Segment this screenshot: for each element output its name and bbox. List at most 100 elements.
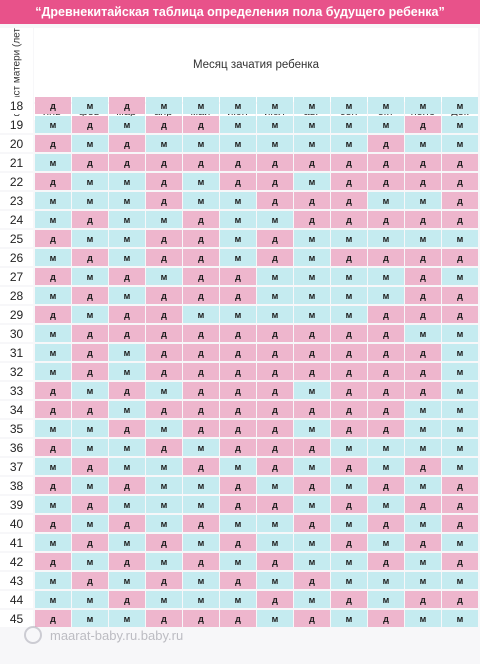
boy-cell: м — [257, 477, 293, 494]
boy-cell: м — [368, 268, 404, 285]
girl-cell: д — [442, 306, 478, 323]
girl-cell: д — [109, 97, 145, 114]
age-cell: 43 — [0, 572, 33, 589]
boy-cell: м — [442, 325, 478, 342]
girl-cell: д — [331, 401, 367, 418]
boy-cell: м — [35, 534, 71, 551]
boy-cell: м — [331, 306, 367, 323]
girl-cell: д — [146, 325, 182, 342]
table-row: 45 д м м д д д м д м д м м — [0, 610, 480, 627]
boy-cell: м — [220, 306, 256, 323]
girl-cell: д — [331, 173, 367, 190]
boy-cell: м — [331, 572, 367, 589]
boy-cell: м — [294, 268, 330, 285]
boy-cell: м — [72, 591, 108, 608]
girl-cell: д — [35, 610, 71, 627]
girl-cell: д — [405, 287, 441, 304]
boy-cell: м — [368, 192, 404, 209]
boy-cell: м — [405, 439, 441, 456]
girl-cell: д — [442, 591, 478, 608]
boy-cell: м — [146, 135, 182, 152]
girl-cell: д — [183, 230, 219, 247]
boy-cell: м — [368, 496, 404, 513]
girl-cell: д — [183, 401, 219, 418]
girl-cell: д — [257, 439, 293, 456]
boy-cell: м — [109, 363, 145, 380]
boy-cell: м — [257, 306, 293, 323]
boy-cell: м — [331, 135, 367, 152]
boy-cell: м — [405, 515, 441, 532]
girl-cell: д — [368, 306, 404, 323]
table-row: 41 м д м д м д м м д м д м — [0, 534, 480, 551]
girl-cell: д — [257, 420, 293, 437]
girl-cell: д — [72, 325, 108, 342]
table-row: 32 м д м д д д д д д д д м — [0, 363, 480, 380]
age-cell: 32 — [0, 363, 33, 380]
boy-cell: м — [72, 420, 108, 437]
age-cell: 28 — [0, 287, 33, 304]
table-row: 44 м м д м м м д м д м д д — [0, 591, 480, 608]
girl-cell: д — [405, 363, 441, 380]
boy-cell: м — [183, 97, 219, 114]
girl-cell: д — [183, 382, 219, 399]
age-cell: 19 — [0, 116, 33, 133]
boy-cell: м — [368, 534, 404, 551]
girl-cell: д — [442, 553, 478, 570]
girl-cell: д — [183, 363, 219, 380]
boy-cell: м — [257, 287, 293, 304]
girl-cell: д — [331, 363, 367, 380]
boy-cell: м — [405, 420, 441, 437]
girl-cell: д — [35, 382, 71, 399]
girl-cell: д — [220, 439, 256, 456]
boy-cell: м — [183, 591, 219, 608]
age-cell: 22 — [0, 173, 33, 190]
age-cell: 33 — [0, 382, 33, 399]
boy-cell: м — [368, 116, 404, 133]
girl-cell: д — [257, 458, 293, 475]
girl-cell: д — [368, 363, 404, 380]
girl-cell: д — [405, 382, 441, 399]
girl-cell: д — [72, 116, 108, 133]
boy-cell: м — [183, 534, 219, 551]
girl-cell: д — [257, 382, 293, 399]
boy-cell: м — [72, 515, 108, 532]
girl-cell: д — [442, 249, 478, 266]
boy-cell: м — [294, 287, 330, 304]
table-row: 43 м д м д м д м д м м м м — [0, 572, 480, 589]
boy-cell: м — [442, 230, 478, 247]
boy-cell: м — [35, 116, 71, 133]
boy-cell: м — [294, 496, 330, 513]
table-row: 23 м м м д м м д д д м м д — [0, 192, 480, 209]
boy-cell: м — [257, 97, 293, 114]
boy-cell: м — [331, 116, 367, 133]
boy-cell: м — [72, 306, 108, 323]
girl-cell: д — [220, 325, 256, 342]
boy-cell: м — [72, 610, 108, 627]
boy-cell: м — [294, 306, 330, 323]
boy-cell: м — [220, 458, 256, 475]
girl-cell: д — [442, 477, 478, 494]
girl-cell: д — [72, 458, 108, 475]
boy-cell: м — [109, 534, 145, 551]
girl-cell: д — [220, 382, 256, 399]
boy-cell: м — [146, 477, 182, 494]
girl-cell: д — [405, 211, 441, 228]
girl-cell: д — [294, 477, 330, 494]
boy-cell: м — [442, 268, 478, 285]
boy-cell: м — [442, 572, 478, 589]
boy-cell: м — [35, 249, 71, 266]
girl-cell: д — [331, 344, 367, 361]
boy-cell: м — [368, 458, 404, 475]
girl-cell: д — [109, 268, 145, 285]
girl-cell: д — [257, 344, 293, 361]
girl-cell: д — [72, 287, 108, 304]
table-row: 42 д м д м д м д м м д м д — [0, 553, 480, 570]
boy-cell: м — [146, 382, 182, 399]
boy-cell: м — [405, 97, 441, 114]
girl-cell: д — [146, 572, 182, 589]
boy-cell: м — [405, 192, 441, 209]
girl-cell: д — [331, 382, 367, 399]
boy-cell: м — [294, 135, 330, 152]
girl-cell: д — [405, 591, 441, 608]
girl-cell: д — [220, 477, 256, 494]
